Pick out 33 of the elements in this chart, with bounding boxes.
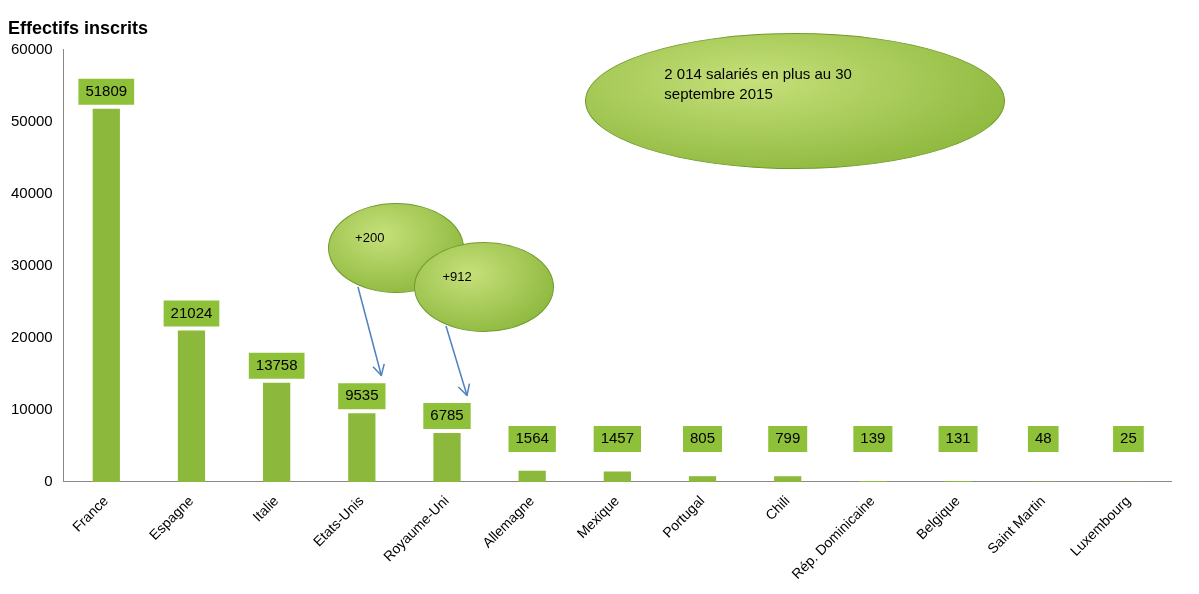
y-tick-label: 60000 — [10, 39, 53, 57]
bar — [774, 476, 802, 482]
bar — [92, 108, 120, 482]
y-tick-label: 0 — [44, 472, 53, 490]
data-label: 21024 — [170, 303, 213, 321]
y-tick-label: 30000 — [10, 255, 53, 273]
data-label: 6785 — [430, 406, 464, 424]
data-label: 799 — [775, 429, 801, 447]
bar — [518, 470, 546, 482]
data-label: 131 — [945, 429, 971, 447]
bar — [433, 433, 461, 482]
y-tick-label: 50000 — [10, 111, 53, 129]
data-label: 9535 — [345, 386, 379, 404]
data-label: 25 — [1120, 429, 1137, 447]
data-label: 48 — [1034, 429, 1052, 447]
bar — [348, 413, 376, 482]
data-label: 13758 — [255, 355, 298, 373]
data-label: 1457 — [600, 429, 635, 447]
data-label: 139 — [860, 429, 886, 447]
data-label: 51809 — [85, 81, 128, 99]
annotation: 2 014 salariés en plus au 30 septembre 2015 — [664, 64, 853, 105]
chart-title: Effectifs inscrits — [8, 17, 149, 38]
annotation: +200 — [355, 229, 386, 248]
y-tick-label: 20000 — [10, 328, 53, 345]
bar — [263, 382, 291, 482]
data-label: 805 — [690, 429, 716, 447]
annotation: +912 — [442, 268, 473, 287]
y-tick-label: 40000 — [10, 183, 53, 201]
bar — [177, 330, 206, 482]
bar — [688, 476, 717, 482]
bar — [603, 471, 631, 482]
data-label: 1564 — [515, 429, 549, 447]
y-tick-label: 10000 — [10, 400, 53, 418]
